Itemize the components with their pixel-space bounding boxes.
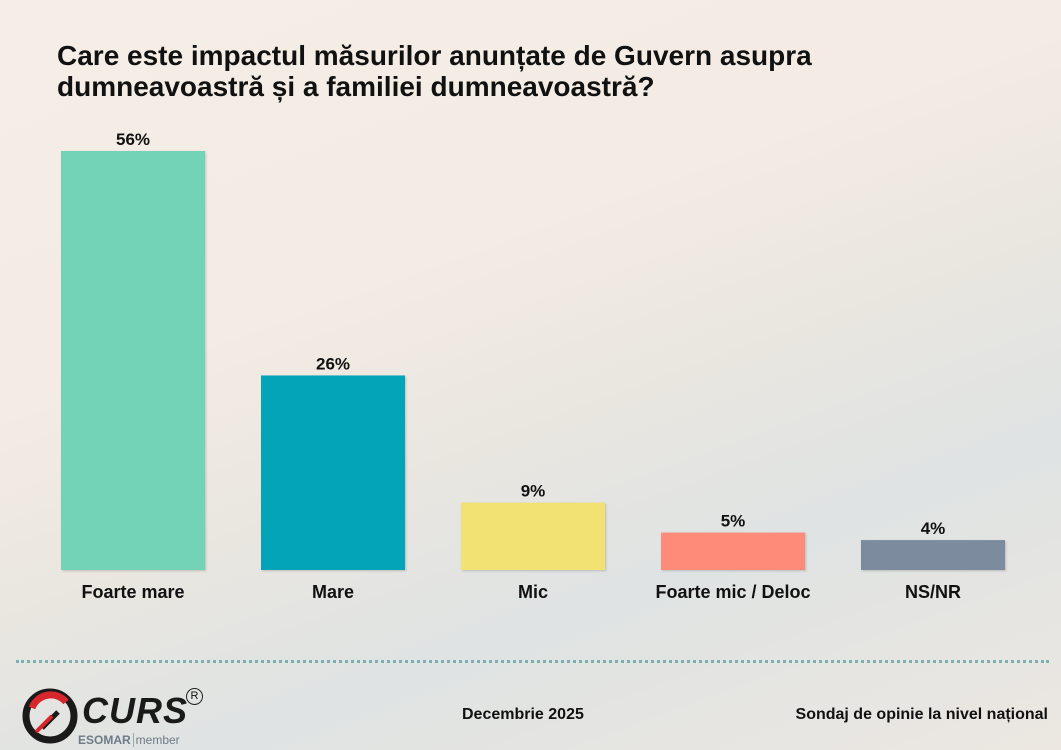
bar-foarte-mic-deloc [661,532,805,570]
category-label: Mare [312,582,354,602]
bar-mic [461,502,605,570]
bar-ns-nr [861,540,1005,570]
footer-date: Decembrie 2025 [462,706,584,723]
esomar-text: ESOMAR [78,733,131,747]
footer-divider [16,660,1049,663]
curs-logo: CURS R ESOMAR member [22,688,222,750]
registered-mark: R [186,688,203,705]
category-label: Foarte mare [81,582,184,602]
category-label: NS/NR [905,582,961,602]
footer-survey-label: Sondaj de opinie la nivel național [795,706,1048,723]
value-label: 26% [316,354,350,373]
bar-foarte-mare [61,151,205,570]
value-label: 5% [721,512,746,531]
bar-chart: 56% 26% 9% 5% 4% Foarte mare Mare Mic Foarte mi… [61,130,1005,602]
value-label: 4% [921,519,946,538]
category-label: Foarte mic / Deloc [655,582,810,602]
esomar-badge: ESOMAR member [78,733,180,747]
logo-text: CURS [82,690,189,731]
chart-title: Care este impactul măsurilor anunțate de… [57,40,812,102]
value-label: 56% [116,130,150,149]
value-label: 9% [521,482,546,501]
category-label: Mic [518,582,548,602]
curs-logo-icon [22,688,78,744]
bar-mare [261,375,405,570]
esomar-member-text: member [132,733,180,747]
